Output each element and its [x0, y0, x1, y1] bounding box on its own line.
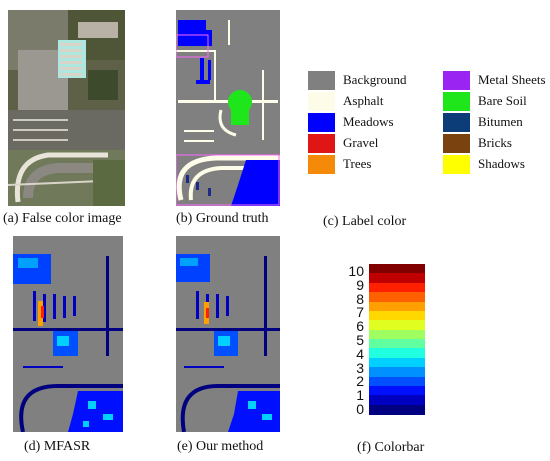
- legend-swatch: [443, 154, 470, 174]
- legend-swatch: [308, 91, 335, 111]
- colorbar-tick-label: 6: [356, 318, 364, 335]
- legend-swatch: [308, 133, 335, 153]
- legend-swatch: [443, 70, 470, 90]
- colorbar-band: [369, 282, 425, 293]
- colorbar-tick-label: 3: [356, 359, 364, 376]
- legend-item: Bare Soil: [443, 91, 527, 111]
- colorbar-band: [369, 273, 425, 284]
- mfasr-render: [13, 236, 123, 432]
- colorbar-tick-label: 4: [356, 345, 364, 362]
- ground-truth-map: [176, 10, 280, 206]
- legend-label: Gravel: [343, 135, 379, 150]
- colorbar-band: [369, 301, 425, 312]
- legend-swatch: [308, 70, 335, 90]
- legend-item: Background: [308, 70, 407, 90]
- colorbar-tick-label: 7: [356, 304, 364, 321]
- caption-colorbar: (f) Colorbar: [357, 440, 425, 455]
- colorbar-tick-label: 9: [356, 276, 364, 293]
- legend-item: Trees: [308, 154, 371, 174]
- caption-mfasr: (d) MFASR: [24, 439, 91, 454]
- legend-swatch: [308, 112, 335, 132]
- legend-item: Metal Sheets: [443, 70, 546, 90]
- caption-label-color: (c) Label color: [323, 214, 407, 229]
- legend-label: Bricks: [478, 135, 512, 150]
- colorbar-gradient: [369, 264, 425, 415]
- legend-label: Metal Sheets: [478, 72, 546, 87]
- legend-label: Trees: [343, 156, 372, 171]
- region-boxes: [176, 34, 280, 206]
- colorbar-band: [369, 376, 425, 387]
- legend-swatch: [443, 91, 470, 111]
- legend-label: Background: [343, 72, 407, 87]
- label-color-legend: Background Asphalt Meadows Gravel Trees Metal…: [308, 70, 548, 182]
- colorbar-band: [369, 320, 425, 331]
- legend-label: Bitumen: [478, 114, 523, 129]
- false-color-image-render: [8, 10, 125, 206]
- colorbar-band: [369, 310, 425, 321]
- colorbar-tick-label: 8: [356, 290, 364, 307]
- colorbar-ticks: 10 9 8 7 6 5 4 3 2 1 0: [338, 263, 368, 417]
- caption-false-color: (a) False color image: [3, 211, 122, 226]
- legend-item: Bricks: [443, 133, 512, 153]
- legend-label: Shadows: [478, 156, 525, 171]
- colorbar-band: [369, 329, 425, 340]
- colorbar-band: [369, 292, 425, 302]
- colorbar-band: [369, 348, 425, 359]
- legend-swatch: [443, 112, 470, 132]
- legend-item: Shadows: [443, 154, 525, 174]
- colorbar-tick-label: 1: [356, 387, 364, 404]
- legend-label: Meadows: [343, 114, 394, 129]
- colorbar-band: [369, 264, 425, 274]
- colorbar-tick-label: 10: [348, 263, 364, 279]
- legend-swatch: [308, 154, 335, 174]
- our-method-render: [176, 236, 280, 432]
- colorbar-band: [369, 357, 425, 368]
- legend-label: Asphalt: [343, 93, 384, 108]
- legend-item: Meadows: [308, 112, 394, 132]
- colorbar: [369, 264, 425, 415]
- legend-item: Gravel: [308, 133, 378, 153]
- colorbar-band: [369, 395, 425, 406]
- colorbar-tick-label: 2: [356, 373, 364, 390]
- our-method-map: [176, 236, 280, 432]
- legend-item: Bitumen: [443, 112, 523, 132]
- colorbar-band: [369, 404, 425, 415]
- colorbar-tick-label: 0: [356, 401, 364, 417]
- colorbar-band: [369, 367, 425, 377]
- mfasr-map: [13, 236, 123, 432]
- caption-our-method: (e) Our method: [177, 439, 264, 454]
- ground-truth-render: [176, 10, 280, 206]
- legend-swatch: [443, 133, 470, 153]
- colorbar-tick-label: 5: [356, 332, 364, 348]
- caption-ground-truth: (b) Ground truth: [176, 211, 269, 226]
- colorbar-band: [369, 339, 425, 349]
- legend-label: Bare Soil: [478, 93, 527, 108]
- false-color-image: [8, 10, 125, 206]
- colorbar-band: [369, 385, 425, 396]
- legend-item: Asphalt: [308, 91, 383, 111]
